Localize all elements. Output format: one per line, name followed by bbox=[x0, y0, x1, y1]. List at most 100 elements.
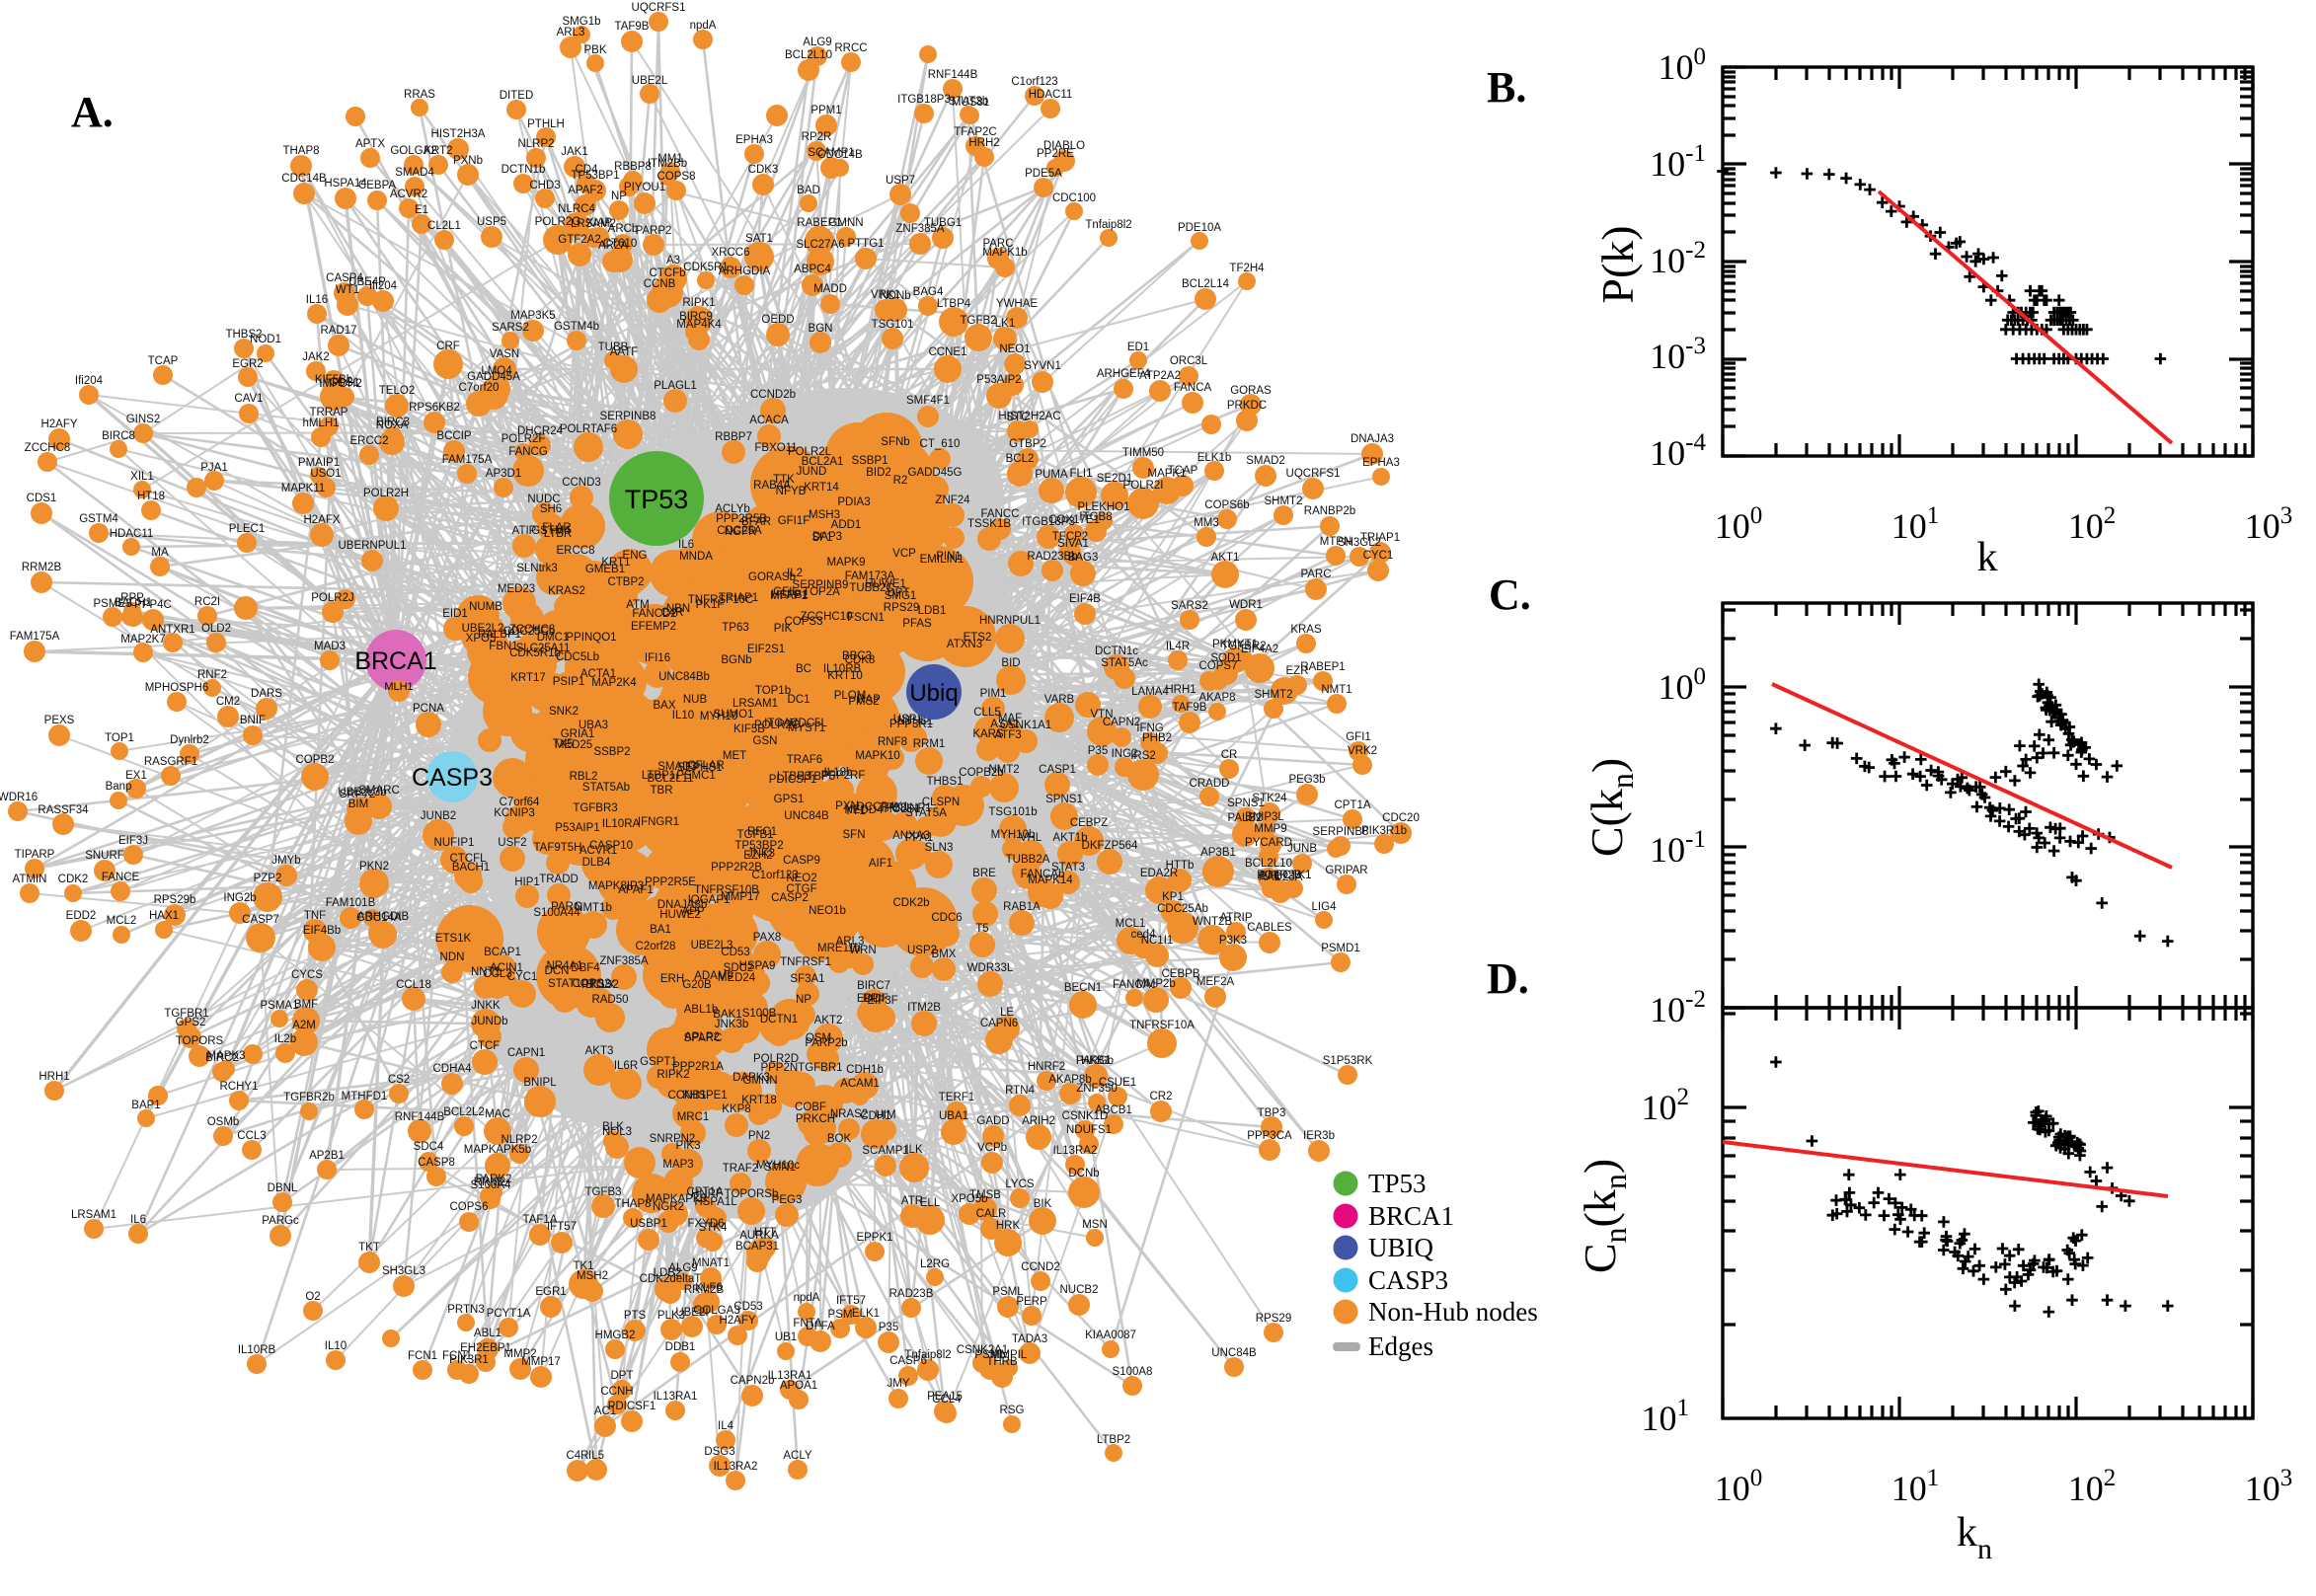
svg-text:RPS29: RPS29 bbox=[884, 602, 919, 614]
svg-text:RRM2B: RRM2B bbox=[22, 562, 62, 573]
svg-text:LRSAM2: LRSAM2 bbox=[571, 218, 616, 230]
svg-text:RASGRF1: RASGRF1 bbox=[144, 756, 197, 768]
svg-text:TX5: TX5 bbox=[552, 738, 573, 750]
svg-text:SF3A1: SF3A1 bbox=[790, 973, 824, 985]
svg-text:LK1: LK1 bbox=[995, 318, 1015, 330]
svg-text:TUBB2C: TUBB2C bbox=[849, 582, 893, 594]
svg-text:FLI1: FLI1 bbox=[1069, 468, 1092, 480]
svg-text:POLR2L: POLR2L bbox=[788, 446, 832, 458]
svg-text:IL6: IL6 bbox=[678, 539, 694, 551]
svg-text:CDC25Ab: CDC25Ab bbox=[1157, 903, 1208, 915]
svg-text:IL4R: IL4R bbox=[1166, 641, 1190, 652]
svg-text:ADD1: ADD1 bbox=[831, 519, 862, 531]
svg-text:CRADD: CRADD bbox=[1190, 778, 1230, 790]
svg-text:NLRC4: NLRC4 bbox=[558, 203, 595, 215]
svg-text:IL2: IL2 bbox=[787, 568, 803, 579]
svg-text:BA1: BA1 bbox=[650, 924, 671, 936]
svg-text:PERP: PERP bbox=[1016, 1296, 1047, 1308]
svg-text:POLR2H: POLR2H bbox=[363, 488, 409, 499]
svg-text:CCL18: CCL18 bbox=[396, 979, 431, 991]
svg-text:C7orf20: C7orf20 bbox=[459, 382, 500, 394]
svg-text:MNAT1: MNAT1 bbox=[692, 1257, 730, 1269]
svg-text:CDK8: CDK8 bbox=[845, 654, 876, 666]
svg-text:BAG3: BAG3 bbox=[1068, 552, 1099, 564]
svg-text:ARHGEF4: ARHGEF4 bbox=[1097, 368, 1151, 380]
svg-text:PXNb: PXNb bbox=[453, 155, 483, 167]
svg-text:JUND: JUND bbox=[797, 466, 827, 478]
svg-text:PARC: PARC bbox=[1300, 569, 1331, 580]
svg-text:ELK1b: ELK1b bbox=[1197, 452, 1232, 464]
svg-text:HRH1: HRH1 bbox=[1165, 684, 1196, 696]
svg-text:PIN1: PIN1 bbox=[936, 551, 962, 563]
svg-text:TOP1b: TOP1b bbox=[755, 685, 791, 697]
svg-text:PPA1: PPA1 bbox=[905, 832, 934, 844]
svg-text:HIST2H3A: HIST2H3A bbox=[431, 128, 486, 140]
svg-text:ED1: ED1 bbox=[1127, 342, 1149, 353]
svg-text:RRCC: RRCC bbox=[834, 42, 867, 54]
svg-text:BRCA1: BRCA1 bbox=[1368, 1201, 1454, 1231]
svg-text:ATRIP: ATRIP bbox=[1219, 912, 1252, 924]
svg-text:ZCCHC8: ZCCHC8 bbox=[25, 442, 71, 454]
svg-text:GFI1F: GFI1F bbox=[778, 515, 811, 527]
svg-text:SMF4F1: SMF4F1 bbox=[906, 395, 950, 407]
svg-text:SMAD3: SMAD3 bbox=[657, 761, 697, 773]
svg-text:CPT1A: CPT1A bbox=[686, 1186, 723, 1198]
svg-text:SERPINB8: SERPINB8 bbox=[1313, 826, 1369, 838]
svg-text:ITGAV: ITGAV bbox=[764, 718, 798, 729]
svg-text:EIF4Bb: EIF4Bb bbox=[303, 925, 341, 937]
svg-text:S100A4: S100A4 bbox=[471, 1179, 512, 1191]
svg-text:IER3b: IER3b bbox=[1303, 1130, 1335, 1142]
svg-text:TRAF6: TRAF6 bbox=[787, 754, 822, 766]
svg-text:SSBP1: SSBP1 bbox=[851, 455, 888, 467]
svg-text:O2: O2 bbox=[305, 1291, 320, 1303]
svg-text:CASP3: CASP3 bbox=[412, 764, 493, 792]
svg-text:GMEB1: GMEB1 bbox=[585, 564, 625, 575]
svg-text:ABL1b: ABL1b bbox=[684, 1004, 719, 1016]
svg-text:ITGB18P3: ITGB18P3 bbox=[897, 94, 951, 106]
svg-text:PALB2: PALB2 bbox=[1228, 812, 1263, 824]
svg-text:IL13RA1: IL13RA1 bbox=[768, 1370, 812, 1382]
svg-text:PPINQO1: PPINQO1 bbox=[566, 632, 616, 644]
svg-text:BC: BC bbox=[796, 663, 811, 675]
svg-text:UBE2L3: UBE2L3 bbox=[691, 940, 733, 951]
svg-text:BIRC7: BIRC7 bbox=[857, 980, 890, 992]
svg-text:Tnfaip8l2: Tnfaip8l2 bbox=[1085, 219, 1131, 231]
svg-text:XIL1: XIL1 bbox=[130, 471, 154, 483]
svg-text:HCLS1: HCLS1 bbox=[884, 803, 920, 815]
svg-text:NUMB: NUMB bbox=[469, 601, 502, 613]
svg-text:SARS2: SARS2 bbox=[492, 322, 529, 334]
svg-text:NGR2: NGR2 bbox=[653, 1201, 684, 1213]
svg-text:FANCE: FANCE bbox=[102, 872, 140, 883]
svg-text:MMP2: MMP2 bbox=[503, 1348, 536, 1360]
svg-text:MMP9: MMP9 bbox=[1254, 823, 1286, 835]
svg-text:PPP4C: PPP4C bbox=[134, 599, 172, 611]
svg-text:PIM1: PIM1 bbox=[980, 688, 1007, 700]
svg-text:ZCCHC10: ZCCHC10 bbox=[800, 611, 852, 623]
svg-text:SH6: SH6 bbox=[540, 503, 562, 515]
svg-text:EMILIN1: EMILIN1 bbox=[920, 554, 965, 566]
svg-text:Edges: Edges bbox=[1368, 1331, 1433, 1361]
svg-text:POLR2C: POLR2C bbox=[754, 720, 800, 731]
svg-text:RAD23A: RAD23A bbox=[1259, 872, 1303, 883]
svg-text:USP5: USP5 bbox=[477, 216, 506, 228]
svg-text:ITGB8: ITGB8 bbox=[1079, 511, 1112, 523]
svg-text:KRT14: KRT14 bbox=[804, 482, 839, 494]
svg-text:PN2: PN2 bbox=[748, 1130, 770, 1142]
svg-text:DCTN1: DCTN1 bbox=[760, 1014, 798, 1026]
svg-text:LTBP5: LTBP5 bbox=[802, 771, 835, 783]
svg-text:MAPK8IP3: MAPK8IP3 bbox=[588, 880, 644, 892]
svg-text:GFIL: GFIL bbox=[773, 586, 799, 598]
svg-text:C4R: C4R bbox=[660, 607, 683, 619]
svg-text:TOP2A: TOP2A bbox=[803, 586, 840, 598]
svg-text:CSNK2A1: CSNK2A1 bbox=[957, 1344, 1008, 1356]
svg-text:FANCA: FANCA bbox=[1174, 382, 1212, 394]
svg-text:APTX: APTX bbox=[355, 138, 385, 150]
svg-text:Banp: Banp bbox=[106, 781, 132, 793]
svg-text:RANBP2b: RANBP2b bbox=[1304, 505, 1355, 517]
svg-text:CYC1: CYC1 bbox=[1363, 550, 1394, 562]
svg-text:TRIAP1: TRIAP1 bbox=[1360, 532, 1400, 544]
svg-text:DDB1: DDB1 bbox=[665, 1341, 696, 1353]
svg-text:RNF144B: RNF144B bbox=[928, 69, 978, 81]
svg-text:TGFBR1: TGFBR1 bbox=[164, 1008, 208, 1020]
svg-text:TTK: TTK bbox=[773, 474, 795, 486]
